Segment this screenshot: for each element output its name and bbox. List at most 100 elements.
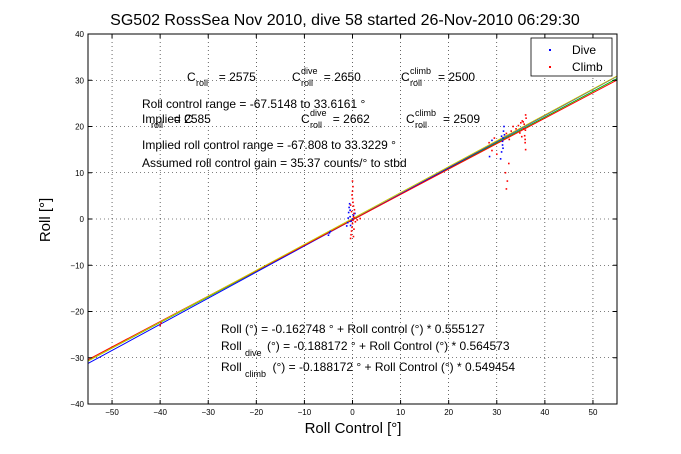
data-point-climb <box>523 123 525 125</box>
x-tick-label: −20 <box>250 408 264 417</box>
y-tick-label: 0 <box>80 215 85 224</box>
coefficient-sub: roll <box>410 78 422 88</box>
x-tick-label: 30 <box>492 408 501 417</box>
y-tick-label: −30 <box>70 354 84 363</box>
coefficient-sub: roll <box>415 120 427 130</box>
roll-gain: Assumed roll control gain = 35.37 counts… <box>142 156 407 170</box>
data-point-climb <box>488 141 490 144</box>
x-tick-label: 0 <box>350 408 355 417</box>
data-point-climb <box>159 324 161 327</box>
data-point-climb <box>505 132 508 135</box>
data-point-dive <box>488 155 491 158</box>
data-point-climb <box>350 230 353 232</box>
legend: Dive Climb <box>530 37 613 77</box>
data-point-dive <box>327 234 330 236</box>
coefficient-sup: dive <box>301 66 318 76</box>
coefficient-label: C <box>406 112 415 126</box>
data-point-climb <box>351 222 354 225</box>
data-point-climb <box>351 197 354 200</box>
x-tick-label: −40 <box>153 408 167 417</box>
data-point-climb <box>356 219 359 221</box>
data-point-dive <box>329 230 332 233</box>
y-tick-label: 20 <box>75 123 84 132</box>
legend-entry: Climb <box>572 60 603 74</box>
coefficient-value: = 2662 <box>333 112 370 126</box>
data-point-climb <box>353 212 355 215</box>
data-point-dive <box>502 130 505 132</box>
data-point-climb <box>351 190 354 193</box>
coefficient-value: = 2575 <box>219 70 256 84</box>
fit-equation: Roll <box>221 322 242 336</box>
data-point-dive <box>347 217 349 219</box>
fit-equation-sub: dive <box>245 348 262 358</box>
data-point-climb <box>353 208 356 211</box>
coefficient-sup: climb <box>415 108 436 118</box>
data-point-dive <box>500 151 503 153</box>
legend-box <box>530 37 613 77</box>
data-point-climb <box>510 130 512 132</box>
y-tick-label: 30 <box>75 76 84 85</box>
data-point-dive <box>346 221 349 224</box>
data-point-climb <box>353 228 355 230</box>
x-tick-label: 20 <box>444 408 453 417</box>
data-point-climb <box>519 132 521 134</box>
y-tick-label: 10 <box>75 169 84 178</box>
x-tick-label: −10 <box>298 408 312 417</box>
coefficient-value: = 2585 <box>174 112 211 126</box>
data-point-climb <box>493 137 496 139</box>
data-point-climb <box>524 129 527 131</box>
data-point-climb <box>351 194 353 196</box>
data-point-climb <box>352 215 355 218</box>
data-point-climb <box>359 217 361 220</box>
coefficient-sup: dive <box>310 108 327 118</box>
legend-marker <box>549 49 551 51</box>
data-point-climb <box>352 219 354 222</box>
data-point-dive <box>502 137 504 139</box>
data-point-dive <box>349 209 351 212</box>
coefficient-value: = 2650 <box>324 70 361 84</box>
fit-equation-rest: (°) = -0.162748 ° + Roll control (°) * 0… <box>245 322 485 336</box>
coefficient-value: = 2509 <box>443 112 480 126</box>
coefficient-label: C <box>301 112 310 126</box>
data-point-dive <box>503 134 506 136</box>
x-tick-label: −30 <box>201 408 215 417</box>
legend-marker <box>549 66 551 68</box>
data-point-dive <box>350 220 352 223</box>
y-axis-label: Roll [°] <box>37 198 54 242</box>
coefficient-label: C <box>292 70 301 84</box>
y-tick-label: −10 <box>70 261 84 270</box>
data-point-climb <box>505 188 508 190</box>
data-point-dive <box>349 215 351 218</box>
data-point-climb <box>524 138 526 141</box>
data-point-dive <box>348 202 351 205</box>
fit-equation-sub: climb <box>245 369 266 379</box>
data-point-dive <box>349 224 352 227</box>
chart-title: SG502 RossSea Nov 2010, dive 58 started … <box>110 12 580 29</box>
data-points <box>159 114 527 327</box>
data-point-climb <box>349 204 352 206</box>
data-point-climb <box>352 201 354 204</box>
data-point-climb <box>507 162 510 165</box>
data-point-dive <box>500 135 503 138</box>
coefficient-sup: climb <box>410 66 431 76</box>
data-point-climb <box>350 210 353 213</box>
data-point-climb <box>160 322 162 324</box>
data-point-climb <box>524 141 526 144</box>
data-point-dive <box>347 211 350 214</box>
data-point-dive <box>348 206 350 209</box>
data-point-dive <box>491 139 493 142</box>
data-point-climb <box>352 235 355 238</box>
data-point-dive <box>352 214 355 217</box>
data-point-climb <box>352 205 355 207</box>
data-point-dive <box>351 218 354 220</box>
coefficient-label: C <box>187 70 196 84</box>
data-point-dive <box>328 232 331 234</box>
x-axis-label: Roll Control [°] <box>305 420 402 437</box>
x-tick-label: 50 <box>589 408 598 417</box>
data-point-climb <box>352 185 354 188</box>
data-point-climb <box>520 135 523 138</box>
data-point-dive <box>354 212 356 215</box>
data-point-climb <box>351 180 354 182</box>
data-point-climb <box>508 138 511 141</box>
data-point-climb <box>523 134 526 137</box>
